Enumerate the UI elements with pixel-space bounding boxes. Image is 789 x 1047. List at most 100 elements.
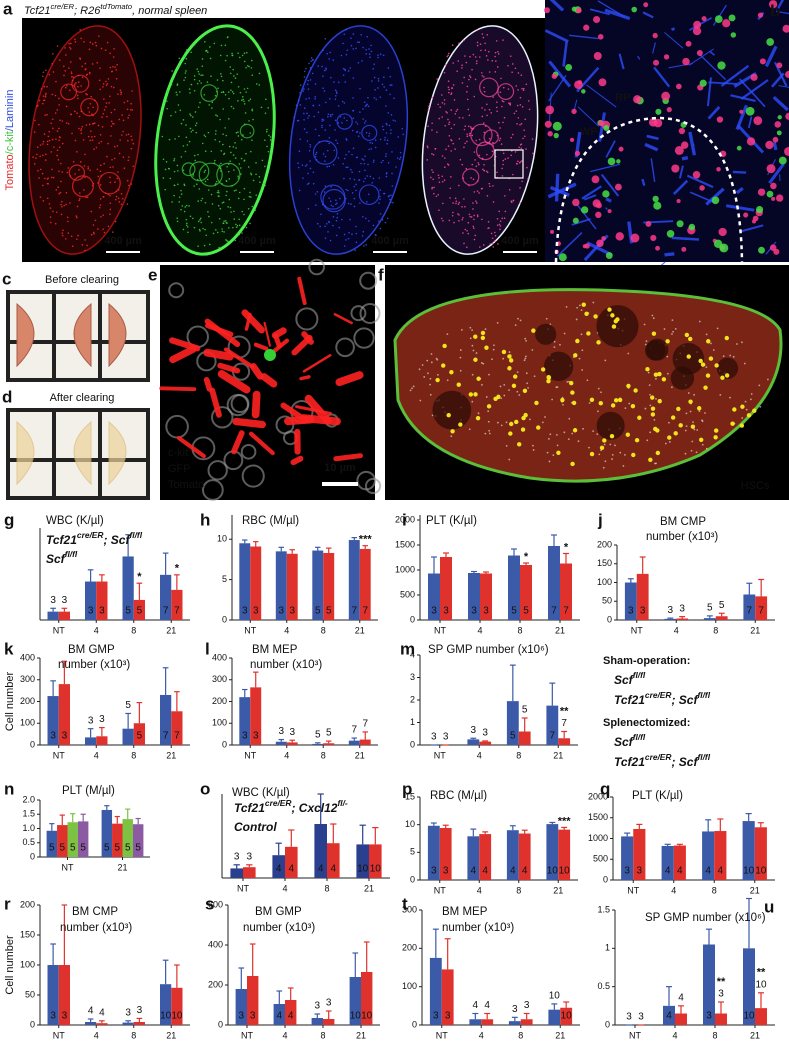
n-label: 4 [484,1000,490,1011]
stain-dot [58,139,60,141]
n-label: 5 [135,843,141,854]
speck [487,410,490,413]
cell [633,95,642,104]
stain-dot [326,149,329,152]
bar [230,868,243,878]
cell [615,232,624,241]
stain-dot [47,135,50,138]
stain-dot [426,145,429,147]
stain-dot [39,168,42,171]
speck [655,397,657,400]
tomato-process [203,377,213,392]
stain-dot [385,89,388,91]
stain-dot [387,112,390,114]
hsc [468,392,474,397]
stain-dot [179,109,182,112]
hsc [696,406,702,411]
stain-dot [67,167,70,169]
stain-dot [455,110,458,112]
cell [776,130,782,136]
x-tick-label: 4 [477,885,482,895]
bar [314,824,327,878]
n-label: 7 [362,719,368,730]
ckit-cell [295,307,319,331]
micrograph [545,0,789,262]
stain-dot [492,185,494,187]
stain-dot [472,225,475,228]
region-label: RP [615,92,630,104]
stain-dot [51,138,54,141]
bar [57,825,68,857]
tomato-process [333,453,363,462]
stain-dot [365,131,368,134]
stain-dot [444,63,447,66]
stain-dot [307,172,309,175]
hsc [625,432,631,437]
stain-dot [88,72,91,75]
stain-dot [353,185,356,188]
stain-dot [50,122,52,125]
stain-dot [471,134,474,137]
stain-dot [196,82,199,85]
speck [514,324,517,326]
bar [633,828,646,880]
stain-dot [228,118,230,120]
stain-dot [67,122,70,125]
stain-dot [78,169,80,171]
bar [548,1009,561,1025]
y-tick-label: 0 [410,614,415,624]
stain-dot [322,153,325,155]
stain-dot [325,67,327,69]
stain-dot [45,69,47,72]
stain-dot [379,195,381,198]
n-label: 4 [705,866,711,877]
stain-dot [243,198,245,201]
stain-dot [298,189,301,192]
scale-label: 10 µm [324,462,356,474]
panel-label: o [200,779,210,798]
stain-dot [222,91,225,94]
panel-label: r [4,894,11,913]
stain-dot [519,161,522,163]
stain-dot [254,209,256,212]
text-run: ; Scf [671,693,698,707]
chart-title: BM MEP [442,906,488,918]
stain-dot [469,215,471,218]
stain-dot [468,134,471,137]
stain-dot [233,75,235,77]
stain-dot [334,203,337,206]
follicle [320,184,346,210]
stain-dot [61,200,63,203]
stain-dot [80,129,82,132]
tissue [73,420,92,486]
chart-title: SP GMP number (x10⁶) [428,644,549,656]
x-tick-label: 8 [712,1030,717,1040]
stain-dot [492,246,495,248]
stain-dot [472,178,475,181]
stain-dot [355,232,358,235]
legend-entry: Scffl/fl [614,732,646,749]
stain-dot [368,48,370,50]
stain-dot [368,135,370,137]
stain-dot [478,56,481,58]
y-tick-label: 200 [597,539,612,549]
n-label: 5 [707,603,713,614]
stain-dot [299,104,302,106]
text-run: Tcf21 [234,801,265,815]
stain-dot [55,138,57,140]
x-tick-label: NT [53,750,65,760]
stain-dot [371,142,374,144]
stain-dot [48,73,51,76]
stain-dot [182,169,185,172]
laminin-fiber [597,0,626,18]
hsc [746,413,752,418]
stain-dot [341,122,343,124]
stain-dot [453,123,456,126]
superscript: fl/fl [633,670,646,680]
bar [47,965,59,1025]
n-label: 4 [482,866,488,877]
stain-dot [216,231,219,234]
speck [487,420,490,423]
cell [565,63,573,71]
bar [235,989,247,1025]
